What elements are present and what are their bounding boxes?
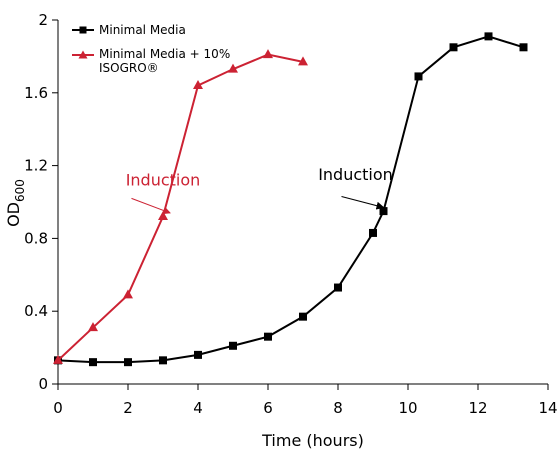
y-axis-title-main: OD (4, 202, 23, 227)
legend-marker-square (79, 26, 87, 34)
data-point-square (484, 32, 493, 41)
induction-label: Induction (318, 165, 393, 184)
legend-marker-triangle (78, 50, 88, 59)
induction-arrow (341, 196, 385, 210)
y-tick-label: 0 (38, 375, 48, 393)
x-ticks: 0 2 4 6 8 10 12 14 (53, 384, 558, 417)
data-point-square (414, 72, 423, 81)
y-axis-title-subscript: 600 (13, 179, 27, 202)
induction-annotation: Induction (126, 171, 201, 215)
data-point-square (299, 312, 307, 321)
induction-label: Induction (126, 171, 201, 190)
data-point-triangle (263, 49, 273, 59)
legend-label-isogro-line2: ISOGRO® (99, 61, 159, 75)
data-point-triangle (228, 63, 238, 73)
legend-entry-isogro: Minimal Media + 10% ISOGRO® (72, 47, 230, 75)
x-tick-label: 8 (333, 399, 343, 417)
legend-label-isogro-line1: Minimal Media + 10% (99, 47, 230, 61)
legend: Minimal Media Minimal Media + 10% ISOGRO… (72, 23, 230, 75)
x-tick-label: 2 (123, 399, 133, 417)
x-tick-label: 6 (263, 399, 273, 417)
y-tick-label: 2 (38, 11, 48, 29)
series-line (57, 35, 524, 364)
data-point-square (369, 228, 377, 237)
data-point-square (379, 207, 388, 216)
y-tick-label: 1.2 (24, 157, 48, 175)
x-tick-label: 12 (468, 399, 487, 417)
data-point-square (519, 43, 528, 52)
y-tick-label: 1.6 (24, 84, 48, 102)
data-point-triangle (123, 289, 133, 299)
y-axis-title: OD600 (4, 179, 27, 227)
data-point-square (334, 283, 342, 292)
series-isogro (53, 49, 308, 364)
data-point-square (449, 43, 458, 52)
induction-annotation: Induction (318, 165, 393, 210)
induction-arrow (131, 197, 171, 215)
data-point-square (89, 358, 97, 367)
legend-label-minimal-media: Minimal Media (99, 23, 186, 37)
axes (57, 20, 548, 385)
y-ticks: 0 0.4 0.8 1.2 1.6 2 (24, 11, 58, 393)
data-point-square (159, 356, 167, 365)
y-tick-label: 0.8 (24, 229, 48, 247)
y-tick-label: 0.4 (24, 302, 48, 320)
series-line (57, 53, 304, 362)
data-point-square (264, 332, 272, 341)
data-point-square (124, 358, 132, 367)
data-point-triangle (53, 354, 63, 364)
data-point-triangle (88, 322, 98, 332)
data-point-triangle (298, 56, 308, 66)
legend-entry-minimal-media: Minimal Media (72, 23, 186, 37)
data-point-triangle (193, 80, 203, 90)
x-tick-label: 0 (53, 399, 63, 417)
x-tick-label: 4 (193, 399, 203, 417)
x-axis-title: Time (hours) (261, 431, 364, 450)
data-point-triangle (158, 211, 168, 221)
series-minimal-media (54, 32, 528, 367)
x-tick-label: 10 (398, 399, 417, 417)
annotation-layer: Induction Induction (126, 165, 393, 215)
data-point-square (194, 350, 202, 359)
x-tick-label: 14 (538, 399, 557, 417)
data-point-square (229, 341, 237, 350)
series-layer (53, 32, 528, 367)
